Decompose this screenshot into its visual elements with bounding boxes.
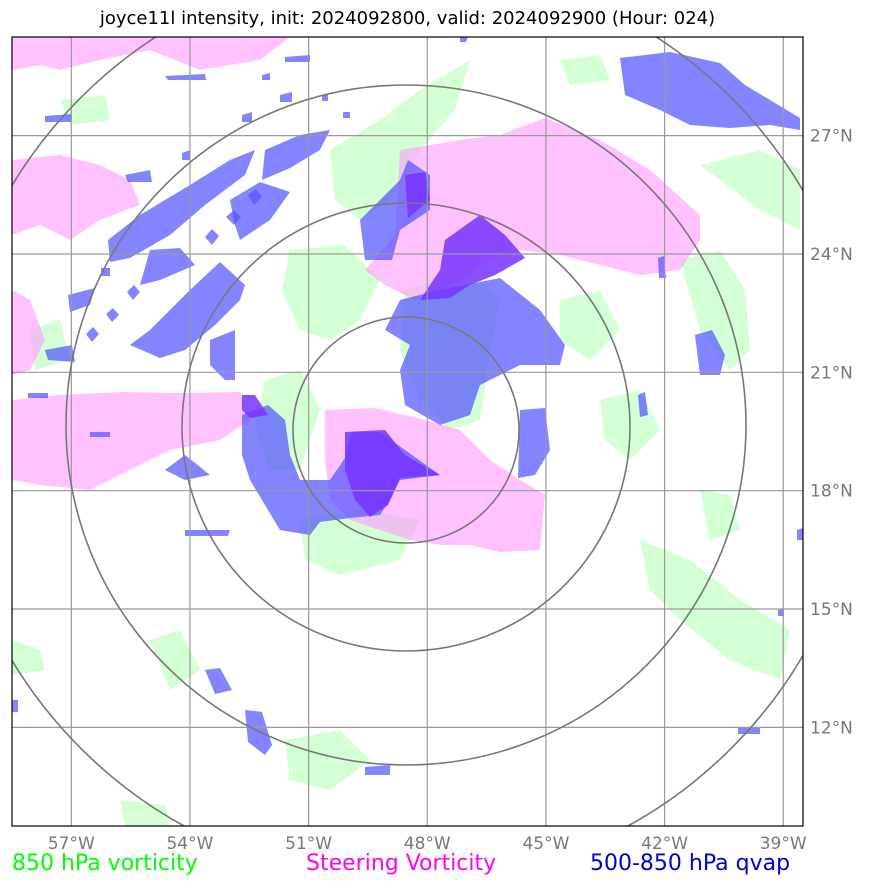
lon-tick-label: 39°W xyxy=(760,834,807,854)
legend-qvap: 500-850 hPa qvap xyxy=(590,851,791,876)
lon-tick-label: 42°W xyxy=(641,834,688,854)
lon-tick-label: 51°W xyxy=(285,834,332,854)
lon-tick-label: 54°W xyxy=(166,834,213,854)
qvap-strong-layer xyxy=(242,172,525,517)
map-title: joyce11l intensity, init: 2024092800, va… xyxy=(99,8,716,29)
lat-lon-grid xyxy=(12,37,803,826)
legend-steering-vorticity: Steering Vorticity xyxy=(306,851,497,876)
range-ring-1 xyxy=(292,316,520,544)
range-ring-2 xyxy=(181,202,631,652)
lat-tick-label: 15°N xyxy=(810,600,853,620)
lat-tick-label: 27°N xyxy=(810,127,853,147)
range-ring-3 xyxy=(65,84,747,766)
lon-tick-label: 57°W xyxy=(48,834,95,854)
lat-tick-label: 18°N xyxy=(810,482,853,502)
lon-tick-label: 45°W xyxy=(522,834,569,854)
legend-vorticity-850: 850 hPa vorticity xyxy=(12,851,198,876)
lat-tick-label: 24°N xyxy=(810,245,853,265)
lat-tick-label: 21°N xyxy=(810,363,853,383)
axis-ticks: 57°W 54°W 51°W 48°W 45°W 42°W 39°W 27°N 24°N 21°N… xyxy=(48,127,853,854)
map-frame xyxy=(11,36,804,827)
lat-tick-label: 12°N xyxy=(810,718,853,738)
lon-tick-label: 48°W xyxy=(404,834,451,854)
